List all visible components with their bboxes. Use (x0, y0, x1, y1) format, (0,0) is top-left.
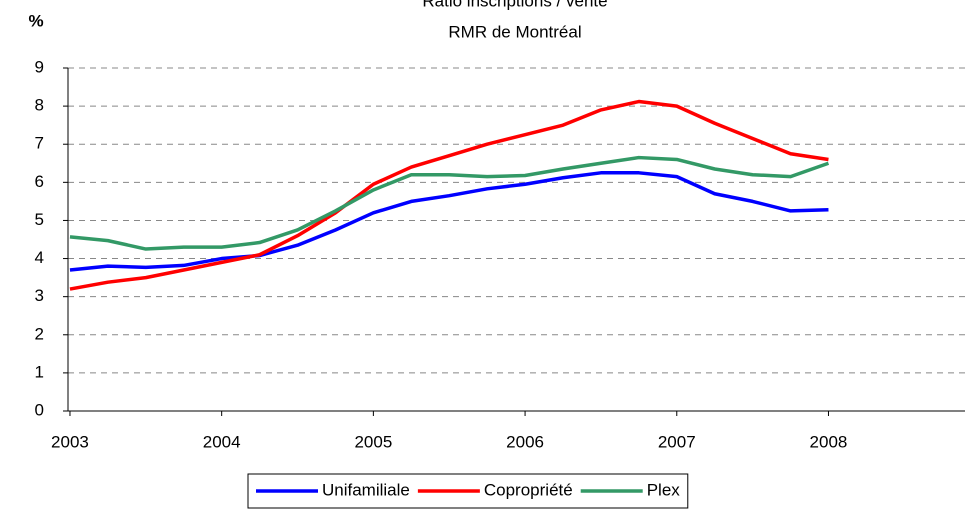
legend-label: Plex (647, 480, 681, 499)
y-tick-label: 9 (35, 57, 44, 76)
legend-label: Unifamiliale (322, 480, 410, 499)
chart-subtitle: RMR de Montréal (448, 22, 581, 41)
y-tick-label: 8 (35, 96, 44, 115)
x-tick-label: 2006 (506, 432, 544, 451)
x-tick-label: 2007 (658, 432, 696, 451)
legend-label: Copropriété (484, 480, 573, 499)
y-tick-label: 0 (35, 400, 44, 419)
x-tick-label: 2003 (51, 432, 89, 451)
y-tick-label: 4 (35, 248, 44, 267)
series-line (69, 99, 829, 291)
y-tick-label: 1 (35, 362, 44, 381)
x-tick-label: 2004 (203, 432, 241, 451)
x-tick-label: 2008 (810, 432, 848, 451)
series-line (69, 155, 830, 251)
y-tick-label: 5 (35, 210, 44, 229)
y-tick-label: 6 (35, 172, 44, 191)
y-tick-label: 7 (35, 134, 44, 153)
y-tick-label: 3 (35, 286, 44, 305)
series-line (69, 171, 829, 272)
chart-title: Ratio inscriptions / vente (422, 0, 607, 10)
x-tick-label: 2005 (354, 432, 392, 451)
legend: Unifamiliale Copropriété Plex (247, 473, 689, 509)
y-axis-label: % (28, 11, 43, 30)
y-tick-label: 2 (35, 324, 44, 343)
